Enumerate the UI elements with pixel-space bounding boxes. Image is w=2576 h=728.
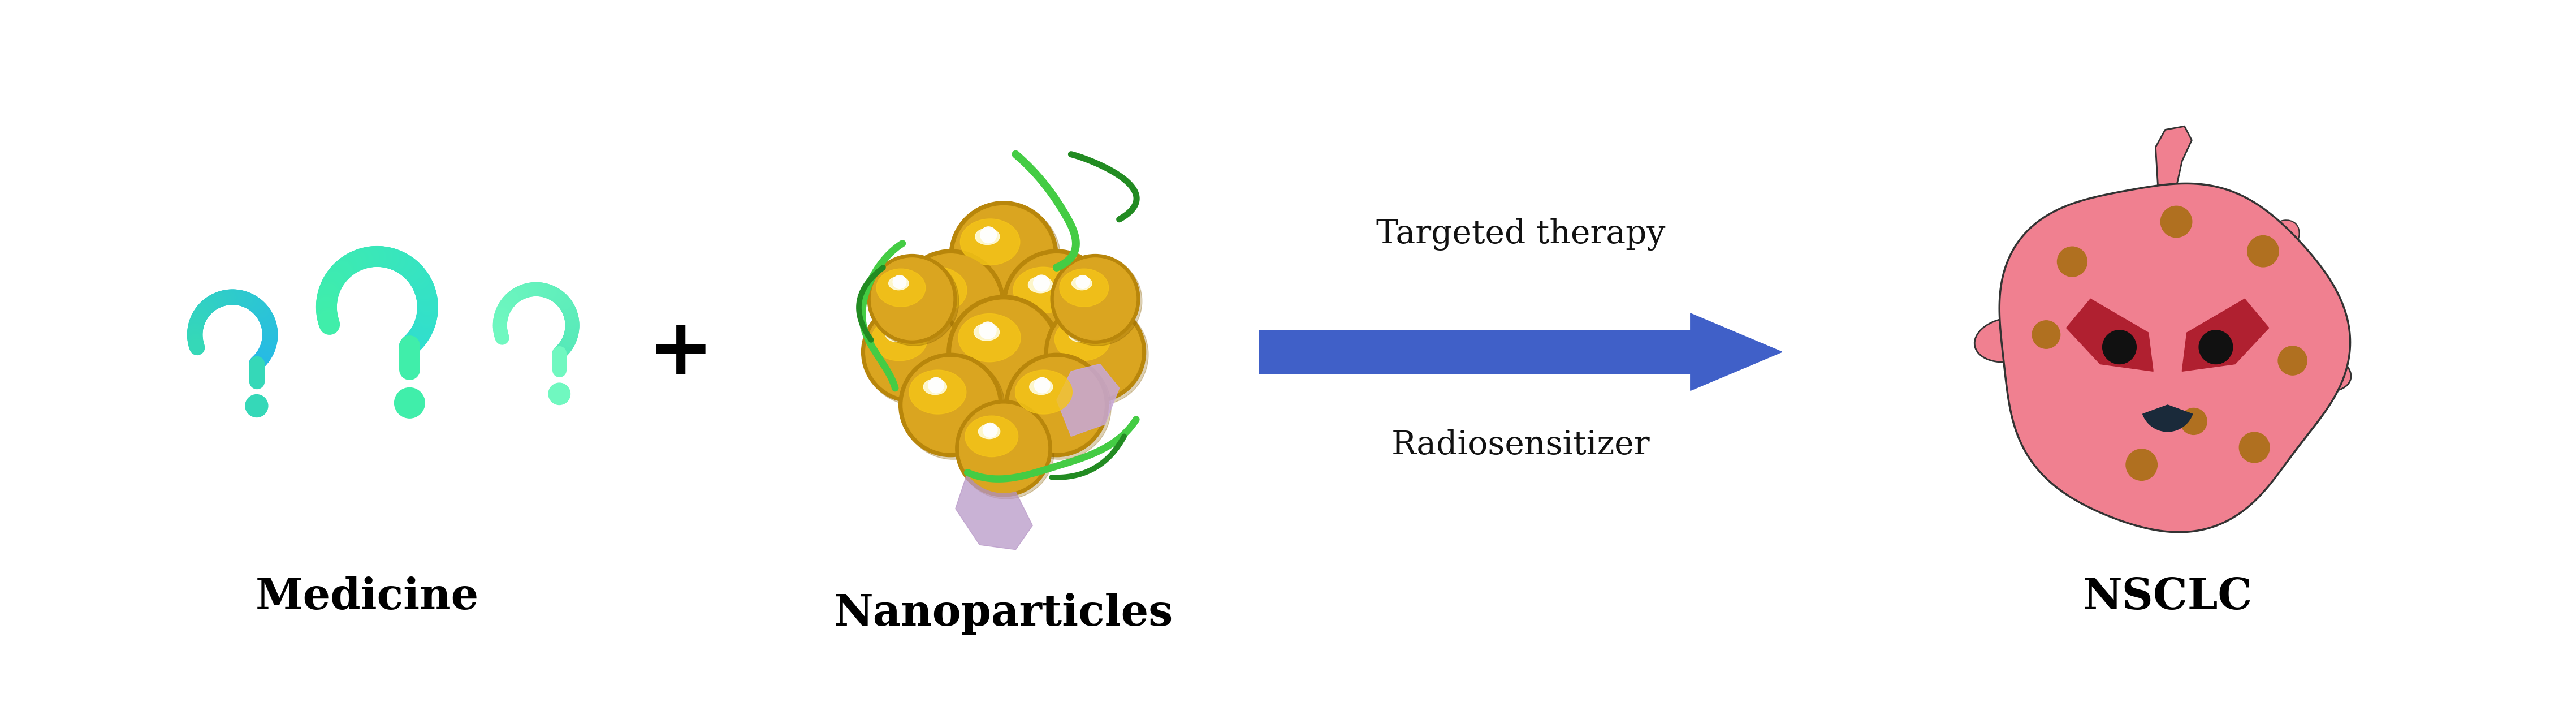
Circle shape — [951, 300, 1056, 404]
Ellipse shape — [876, 269, 925, 306]
Circle shape — [902, 254, 999, 354]
Circle shape — [549, 383, 569, 405]
Text: NSCLC: NSCLC — [2084, 576, 2251, 618]
Ellipse shape — [958, 314, 1020, 362]
Circle shape — [981, 226, 997, 243]
Ellipse shape — [966, 416, 1018, 457]
Circle shape — [2179, 408, 2208, 435]
Ellipse shape — [871, 317, 927, 361]
Ellipse shape — [889, 277, 909, 290]
Ellipse shape — [909, 370, 966, 414]
Circle shape — [902, 356, 1005, 459]
Circle shape — [894, 275, 907, 288]
Circle shape — [1002, 250, 1110, 358]
Circle shape — [899, 252, 1007, 360]
Ellipse shape — [1059, 269, 1108, 306]
Circle shape — [958, 403, 1054, 499]
Circle shape — [871, 258, 953, 340]
Circle shape — [951, 201, 1059, 309]
Polygon shape — [1999, 183, 2349, 532]
Text: +: + — [647, 314, 714, 390]
Polygon shape — [2156, 126, 2192, 205]
Circle shape — [948, 296, 1061, 408]
Circle shape — [2102, 331, 2136, 364]
Circle shape — [2161, 206, 2192, 237]
Circle shape — [2058, 247, 2087, 277]
Circle shape — [1007, 356, 1110, 459]
Ellipse shape — [1028, 277, 1054, 293]
Ellipse shape — [922, 379, 948, 395]
Ellipse shape — [2262, 220, 2300, 258]
Ellipse shape — [922, 277, 945, 293]
Circle shape — [1054, 256, 1141, 346]
Ellipse shape — [886, 327, 909, 342]
Circle shape — [1051, 254, 1139, 344]
Ellipse shape — [976, 229, 999, 245]
Circle shape — [1005, 252, 1113, 360]
Ellipse shape — [1054, 317, 1110, 361]
Circle shape — [979, 322, 997, 339]
Circle shape — [927, 378, 943, 393]
Polygon shape — [2143, 405, 2192, 432]
Ellipse shape — [979, 424, 999, 439]
Circle shape — [1074, 325, 1090, 340]
Circle shape — [1046, 301, 1146, 403]
Circle shape — [1005, 353, 1108, 457]
Circle shape — [1010, 357, 1105, 453]
Circle shape — [1036, 378, 1051, 393]
Circle shape — [984, 423, 997, 438]
Circle shape — [1054, 258, 1136, 340]
Ellipse shape — [1012, 267, 1074, 313]
Ellipse shape — [1015, 370, 1072, 414]
Circle shape — [863, 304, 966, 405]
Circle shape — [958, 404, 1048, 493]
Circle shape — [1048, 305, 1141, 398]
Circle shape — [896, 250, 1005, 358]
Text: Radiosensitizer: Radiosensitizer — [1391, 429, 1649, 461]
Circle shape — [2239, 432, 2269, 462]
Circle shape — [394, 388, 425, 418]
Ellipse shape — [1976, 317, 2040, 362]
Circle shape — [891, 325, 907, 340]
Polygon shape — [1056, 364, 1121, 436]
Text: Medicine: Medicine — [255, 576, 479, 618]
Circle shape — [953, 205, 1054, 306]
Polygon shape — [2066, 299, 2154, 371]
Text: Nanoparticles: Nanoparticles — [835, 593, 1172, 635]
Circle shape — [904, 357, 999, 453]
Circle shape — [2032, 320, 2061, 349]
Circle shape — [1007, 254, 1108, 354]
Circle shape — [951, 298, 1064, 411]
Ellipse shape — [974, 324, 999, 341]
Ellipse shape — [1072, 277, 1092, 290]
Circle shape — [868, 254, 956, 344]
Circle shape — [866, 305, 958, 398]
Text: Targeted therapy: Targeted therapy — [1376, 218, 1664, 250]
Polygon shape — [956, 472, 1033, 550]
Circle shape — [1046, 304, 1149, 405]
Circle shape — [1077, 275, 1090, 288]
Polygon shape — [2182, 299, 2269, 371]
Circle shape — [2277, 346, 2308, 375]
Circle shape — [953, 204, 1061, 312]
Ellipse shape — [1069, 327, 1092, 342]
Circle shape — [1033, 275, 1048, 291]
Circle shape — [956, 400, 1051, 496]
Ellipse shape — [961, 219, 1020, 265]
Circle shape — [245, 395, 268, 417]
Ellipse shape — [2290, 351, 2352, 392]
Ellipse shape — [907, 267, 966, 313]
Circle shape — [871, 256, 958, 346]
Circle shape — [2246, 236, 2280, 267]
Circle shape — [2200, 331, 2233, 364]
Circle shape — [899, 353, 1002, 457]
Ellipse shape — [1030, 379, 1054, 395]
Circle shape — [860, 301, 963, 403]
Circle shape — [927, 275, 943, 291]
Circle shape — [2125, 449, 2156, 480]
Polygon shape — [1260, 313, 1783, 390]
